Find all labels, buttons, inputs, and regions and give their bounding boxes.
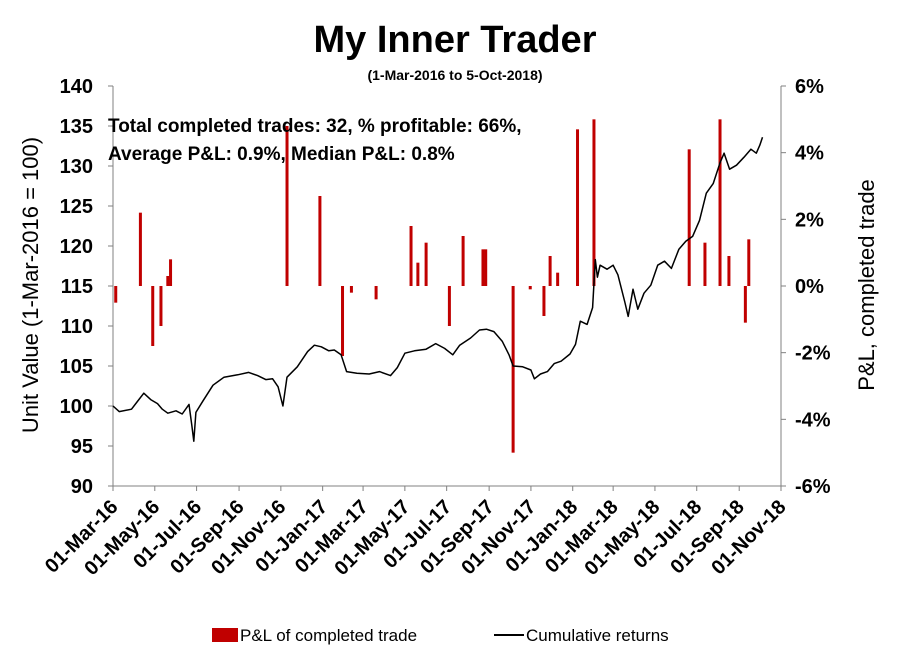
pnl-bar (461, 236, 465, 286)
pnl-bar (138, 212, 142, 286)
y-left-tick-label: 125 (60, 196, 93, 218)
pnl-bar (592, 119, 596, 286)
y-left-tick-label: 120 (60, 236, 93, 258)
y-right-tick-label: 6% (795, 76, 824, 98)
y-left-tick-label: 95 (71, 436, 93, 458)
y-right-tick-label: 4% (795, 143, 824, 165)
y-left-tick-label: 110 (61, 316, 93, 338)
pnl-bar (447, 286, 451, 326)
pnl-bar (416, 262, 420, 286)
legend-label-bar: P&L of completed trade (240, 626, 417, 645)
pnl-bar (349, 286, 353, 293)
plot-area: 90 95 100 105 110 115 120 125 130 135 140 -6% -4% -2%… (41, 76, 831, 580)
pnl-bar (747, 239, 751, 286)
y-left-tick-label: 130 (60, 156, 93, 178)
pnl-bar (528, 286, 532, 290)
pnl-bar (718, 119, 722, 286)
legend: P&L of completed trade Cumulative return… (212, 626, 669, 645)
pnl-bar (703, 242, 707, 286)
pnl-bar (159, 286, 163, 326)
y-right-tick-label: -4% (795, 409, 831, 431)
pnl-bar (318, 196, 322, 286)
pnl-bar (374, 286, 378, 300)
legend-label-line: Cumulative returns (526, 626, 669, 645)
pnl-bar (511, 286, 515, 453)
pnl-bar (114, 286, 118, 303)
pnl-bar (409, 226, 413, 286)
pnl-bar (481, 249, 485, 286)
y-left-tick-label: 90 (71, 476, 93, 498)
y-right-tick-label: -2% (795, 343, 831, 365)
y-left-tick-label: 100 (60, 396, 93, 418)
pnl-bar (727, 256, 731, 286)
pnl-bar (151, 286, 155, 346)
pnl-bar (424, 242, 428, 286)
pnl-bar (542, 286, 546, 316)
annotation-line-2: Average P&L: 0.9%, Median P&L: 0.8% (108, 144, 455, 165)
annotation-line-1: Total completed trades: 32, % profitable… (108, 116, 522, 137)
pnl-bar (169, 259, 173, 286)
y-left-axis-label: Unit Value (1-Mar-2016 = 100) (18, 137, 43, 433)
pnl-bar (285, 126, 289, 286)
legend-swatch-bar (212, 628, 238, 642)
y-right-tick-label: 2% (795, 209, 824, 231)
y-right-tick-label: -6% (795, 476, 831, 498)
y-left-tick-label: 115 (61, 276, 93, 298)
pnl-bar (548, 256, 552, 286)
pnl-bar (341, 286, 345, 356)
y-left-tick-label: 140 (60, 76, 93, 98)
chart-title: My Inner Trader (314, 19, 597, 61)
y-right-tick-label: 0% (795, 276, 824, 298)
y-right-axis-label: P&L, completed trade (854, 179, 879, 391)
y-left-tick-label: 105 (60, 356, 93, 378)
pnl-bar (687, 149, 691, 286)
chart-subtitle: (1-Mar-2016 to 5-Oct-2018) (367, 67, 542, 83)
pnl-bar (556, 272, 560, 286)
pnl-bar (484, 249, 488, 286)
cumulative-returns-line (112, 136, 764, 442)
pnl-bar (743, 286, 747, 323)
pnl-bar (166, 276, 170, 286)
y-left-tick-label: 135 (60, 116, 93, 138)
pnl-bar (576, 129, 580, 286)
